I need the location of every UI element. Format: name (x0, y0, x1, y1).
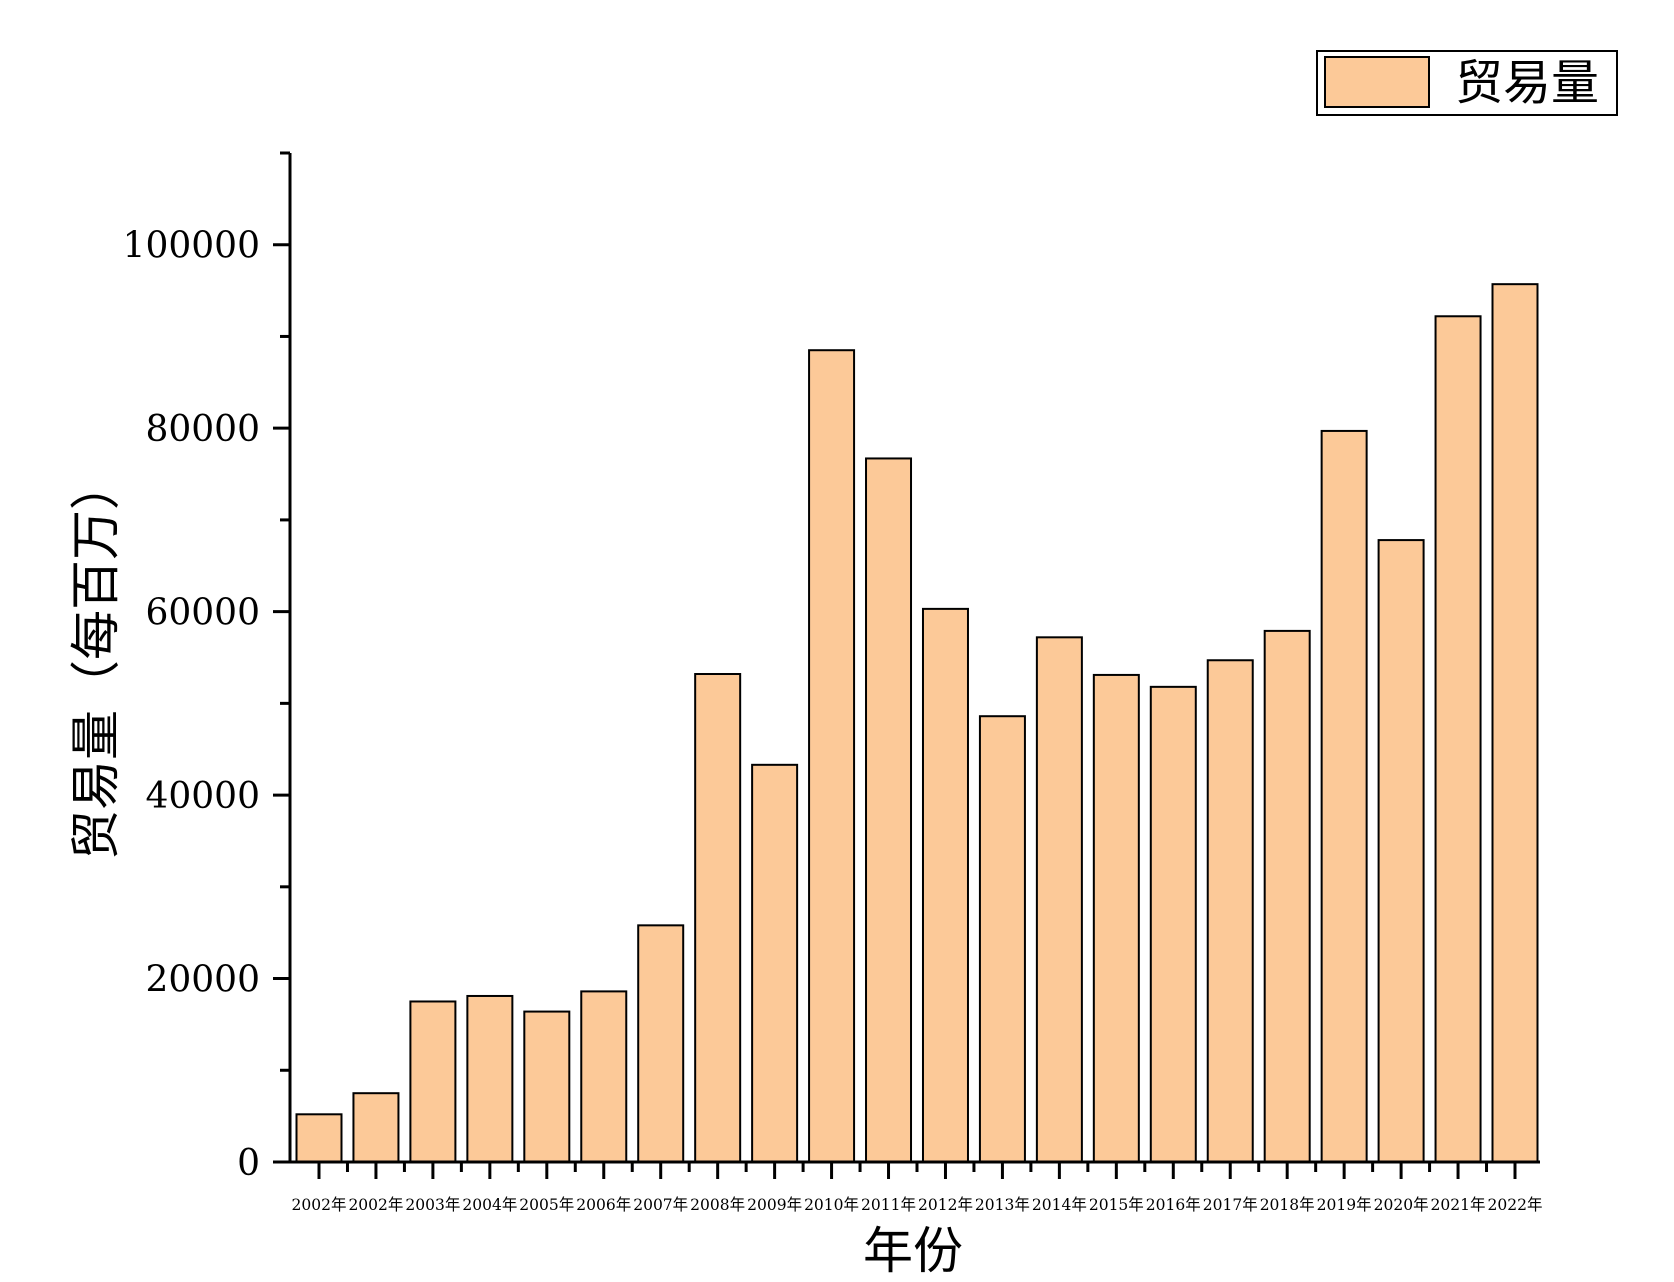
bar-2 (409, 1000, 457, 1163)
x-tick-label: 2020年 (1374, 1195, 1429, 1214)
x-tick-label: 2008年 (690, 1195, 745, 1214)
bar-4 (523, 1010, 571, 1163)
y-tick-label: 0 (237, 1143, 260, 1184)
bar-5 (580, 990, 628, 1164)
bar-16 (1206, 659, 1254, 1163)
bar-1 (352, 1092, 400, 1163)
legend-swatch (1324, 56, 1430, 108)
bar-11 (921, 607, 969, 1163)
y-tick-label: 60000 (145, 593, 260, 634)
bar-18 (1320, 429, 1368, 1163)
bar-0 (295, 1113, 343, 1164)
x-tick-label: 2011年 (861, 1195, 916, 1214)
x-tick-label: 2022年 (1488, 1195, 1543, 1214)
y-axis-title: 贸易量（每百万） (67, 460, 125, 860)
bar-10 (865, 457, 913, 1163)
x-tick-label: 2016年 (1146, 1195, 1201, 1214)
y-tick-label: 100000 (123, 226, 260, 267)
bar-17 (1263, 629, 1311, 1163)
y-tick-label: 80000 (145, 409, 260, 450)
x-tick-label: 2012年 (918, 1195, 973, 1214)
x-tick-label: 2006年 (576, 1195, 631, 1214)
bar-9 (808, 349, 856, 1163)
x-tick-label: 2007年 (633, 1195, 688, 1214)
x-tick-label: 2019年 (1317, 1195, 1372, 1214)
x-tick-label: 2021年 (1431, 1195, 1486, 1214)
x-tick-label: 2017年 (1203, 1195, 1258, 1214)
axes-layer (273, 153, 1540, 1164)
y-ticks: 0 20000 40000 60000 80000 100000 (123, 151, 290, 1184)
bar-14 (1092, 673, 1140, 1163)
legend: 贸易量 (1316, 50, 1618, 116)
x-tick-label: 2014年 (1032, 1195, 1087, 1214)
x-tick-label: 2002年 (348, 1195, 403, 1214)
bar-21 (1491, 283, 1539, 1164)
x-tick-label: 2002年 (292, 1195, 347, 1214)
x-tick-label: 2010年 (804, 1195, 859, 1214)
y-tick-label: 20000 (145, 960, 260, 1001)
y-tick-label: 40000 (145, 776, 260, 817)
bar-12 (978, 715, 1026, 1164)
x-tick-label: 2015年 (1089, 1195, 1144, 1214)
bar-19 (1377, 539, 1425, 1163)
x-axis-title: 年份 (863, 1222, 963, 1280)
legend-label: 贸易量 (1455, 55, 1599, 111)
bar-6 (637, 924, 685, 1164)
x-tick-label: 2004年 (462, 1195, 517, 1214)
x-tick-label: 2013年 (975, 1195, 1030, 1214)
bar-15 (1149, 685, 1197, 1163)
x-tick-label: 2009年 (747, 1195, 802, 1214)
bar-3 (466, 994, 514, 1163)
x-tick-label: 2018年 (1260, 1195, 1315, 1214)
bar-8 (751, 763, 799, 1163)
bar-20 (1434, 315, 1482, 1163)
bar-7 (694, 673, 742, 1163)
x-tick-label: 2003年 (405, 1195, 460, 1214)
bar-13 (1035, 636, 1083, 1163)
bars-layer (295, 283, 1539, 1164)
x-ticks: 2002年 2002年 2003年 2004年 2005年 2006年 2007年 2008年… (292, 1162, 1543, 1214)
x-tick-label: 2005年 (519, 1195, 574, 1214)
